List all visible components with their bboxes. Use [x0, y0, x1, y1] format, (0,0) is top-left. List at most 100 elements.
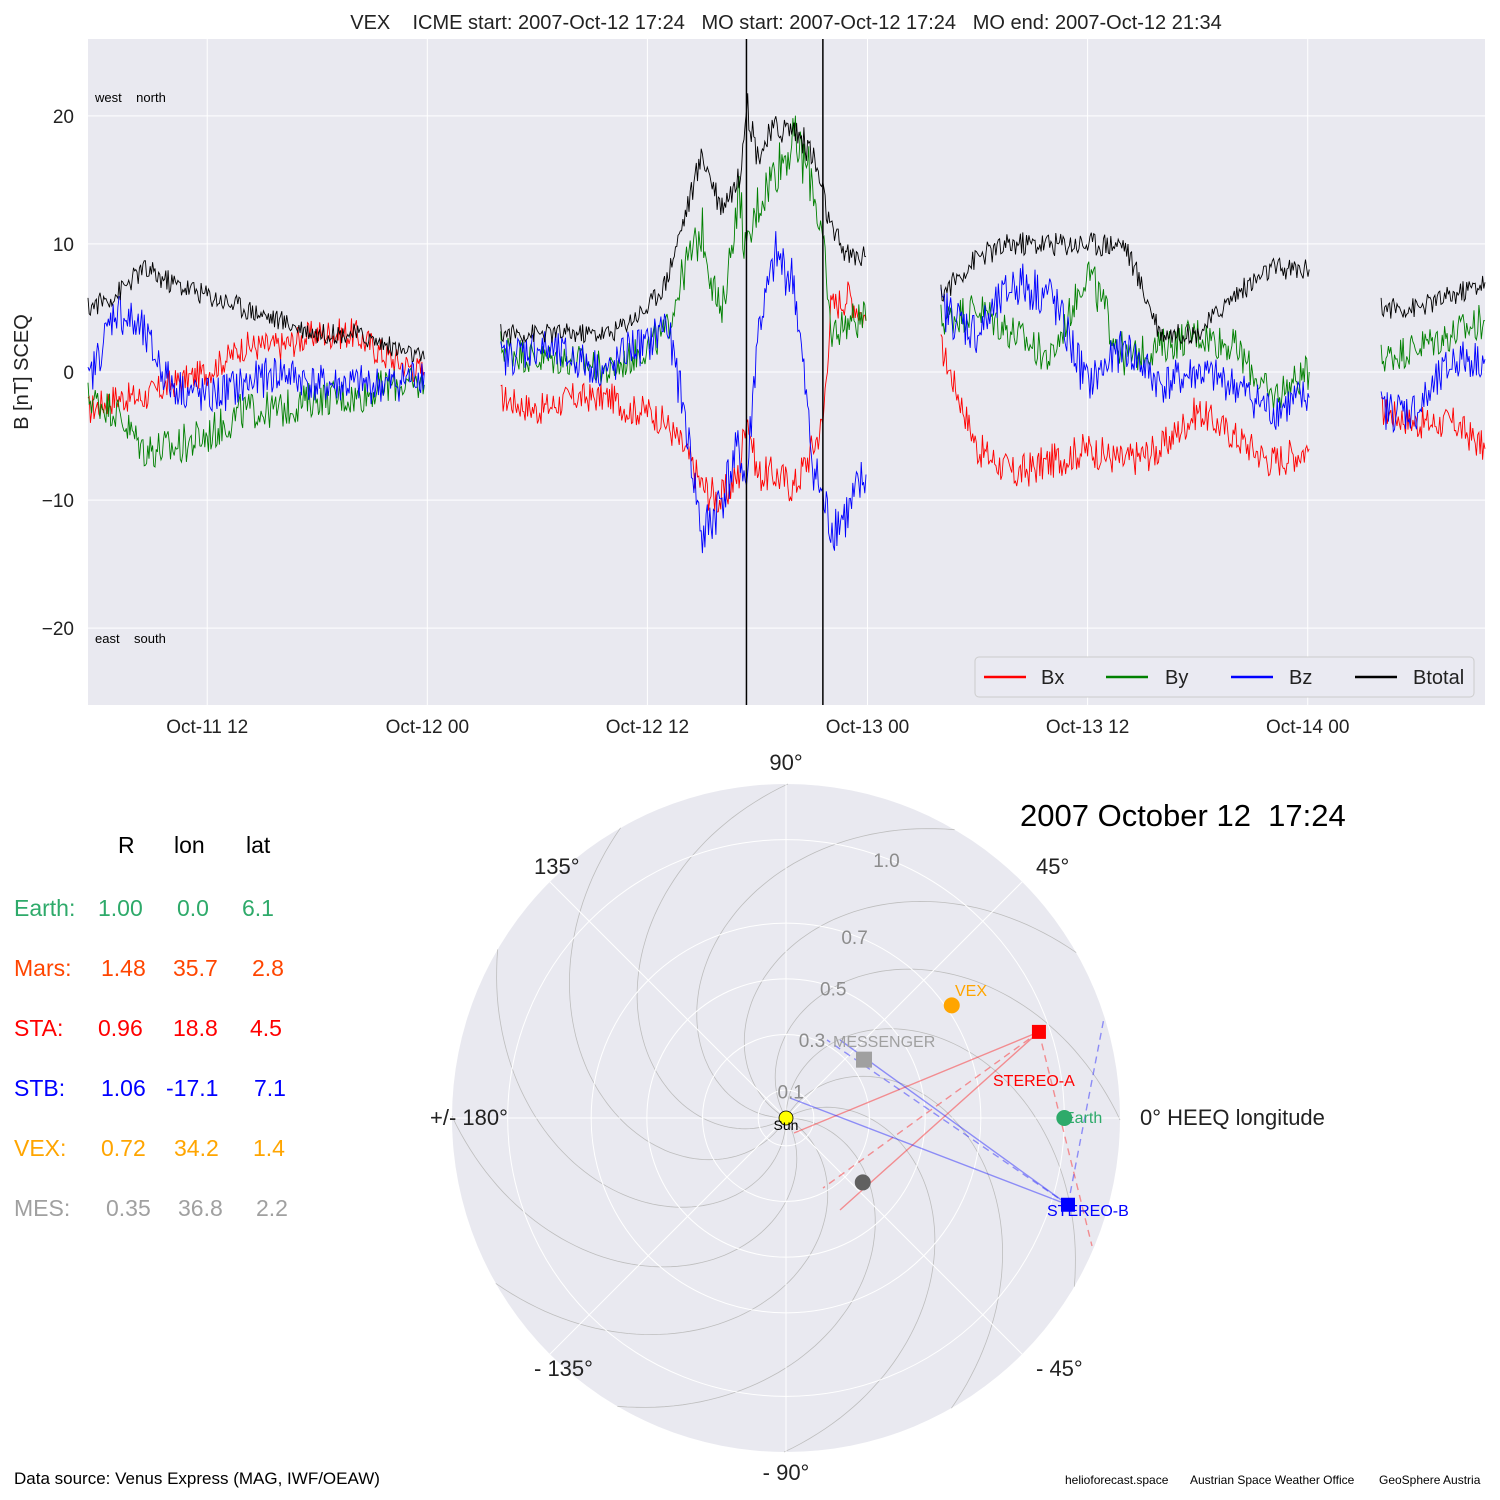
legend-label-btotal: Btotal	[1413, 667, 1464, 689]
series-line-by	[1380, 304, 1486, 372]
row-stb-name: STB:	[14, 1075, 66, 1101]
series-line-bz	[1380, 341, 1486, 434]
connection-line	[1067, 1017, 1105, 1205]
angle-label-minus90: - 90°	[763, 1460, 810, 1485]
series-line-bz	[940, 263, 1310, 430]
y-tick-label: −10	[42, 491, 74, 512]
legend-label-by: By	[1165, 667, 1188, 689]
credit-aswo: Austrian Space Weather Office	[1190, 1473, 1355, 1487]
x-tick-label: Oct-11 12	[166, 717, 248, 738]
row-sta-r: 0.96	[98, 1015, 143, 1041]
credit-helioforecast: helioforecast.space	[1065, 1473, 1169, 1487]
angle-label-minus45: - 45°	[1036, 1356, 1083, 1381]
series-line-btotal	[500, 93, 867, 344]
stereo-b-marker	[1060, 1197, 1075, 1212]
radial-tick-label: 0.1	[777, 1082, 803, 1103]
x-tick-label: Oct-13 00	[826, 717, 909, 738]
x-tick-labels: Oct-11 12 Oct-12 00 Oct-12 12 Oct-13 00 Oct-…	[166, 717, 1349, 738]
row-vex-r: 0.72	[101, 1135, 146, 1161]
table-header-lat: lat	[246, 832, 271, 858]
radial-tick-label: 0.3	[799, 1031, 825, 1052]
y-tick-label: 10	[53, 235, 74, 256]
row-mars-lon: 35.7	[173, 955, 218, 981]
angle-label-0: 0° HEEQ longitude	[1140, 1105, 1325, 1130]
stereo-a-marker	[1031, 1024, 1046, 1039]
connection-line	[793, 1031, 1040, 1134]
body-label-earth: Earth	[1064, 1110, 1102, 1127]
unlabeled-body-marker	[854, 1174, 871, 1191]
row-earth-name: Earth:	[14, 895, 76, 921]
angle-label-45: 45°	[1036, 854, 1069, 879]
angular-gridline	[785, 881, 1023, 1119]
y-tick-label: 0	[63, 363, 74, 384]
row-stb-r: 1.06	[101, 1075, 146, 1101]
y-tick-labels: −20 −10 0 10 20	[42, 107, 74, 640]
row-vex-name: VEX:	[14, 1135, 67, 1161]
y-tick-label: −20	[42, 619, 74, 640]
corner-label-east-south: east south	[95, 631, 166, 646]
angular-gridline	[785, 1117, 1023, 1355]
x-tick-label: Oct-13 12	[1046, 717, 1129, 738]
spacecraft-positions-polar-plot: 0.1 0.3 0.5 0.7 1.0 2007 October 12 17:24 0°…	[430, 750, 1346, 1485]
corner-label-west-north: west north	[94, 90, 166, 105]
angular-gridline	[549, 881, 787, 1119]
body-markers	[778, 997, 1075, 1212]
row-sta-lon: 18.8	[173, 1015, 218, 1041]
timeseries-title: VEX ICME start: 2007-Oct-12 17:24 MO sta…	[350, 12, 1222, 34]
radial-tick-labels: 0.1 0.3 0.5 0.7 1.0	[777, 851, 899, 1103]
series-line-by	[500, 115, 867, 385]
radial-tick-label: 0.7	[841, 928, 867, 949]
timeseries-lines	[87, 93, 1486, 554]
vex-marker	[943, 997, 960, 1014]
connection-line	[789, 1097, 1069, 1206]
body-label-vex: VEX	[955, 983, 987, 1000]
series-line-bx	[87, 318, 425, 423]
row-mars-r: 1.48	[101, 955, 146, 981]
row-earth-lon: 0.0	[177, 895, 209, 921]
legend-box	[974, 656, 1475, 698]
data-source-note: Data source: Venus Express (MAG, IWF/OEA…	[14, 1469, 380, 1488]
legend-label-bx: Bx	[1041, 667, 1064, 689]
row-stb-lon: -17.1	[166, 1075, 219, 1101]
y-tick-label: 20	[53, 107, 74, 128]
body-label-sun: Sun	[774, 1117, 799, 1133]
x-tick-label: Oct-12 12	[606, 717, 689, 738]
connection-line	[839, 1039, 1069, 1206]
x-tick-label: Oct-12 00	[386, 717, 469, 738]
series-line-bx	[1380, 396, 1486, 460]
row-sta-name: STA:	[14, 1015, 64, 1041]
body-label-stereo-a: STEREO-A	[993, 1073, 1075, 1090]
row-mes-lat: 2.2	[256, 1195, 288, 1221]
row-mes-name: MES:	[14, 1195, 71, 1221]
body-label-messenger: MESSENGER	[833, 1034, 935, 1051]
series-line-btotal	[1380, 275, 1486, 319]
body-label-stereo-b: STEREO-B	[1047, 1203, 1129, 1220]
angular-gridline	[549, 1117, 787, 1355]
row-vex-lat: 1.4	[253, 1135, 285, 1161]
timeseries-legend: Bx By Bz Btotal	[974, 656, 1475, 698]
series-line-btotal	[940, 232, 1310, 345]
row-mars-lat: 2.8	[252, 955, 284, 981]
series-line-bz	[500, 231, 867, 554]
series-line-bz	[87, 296, 425, 413]
series-line-by	[87, 367, 425, 468]
legend-label-bz: Bz	[1289, 667, 1312, 689]
x-tick-label: Oct-14 00	[1266, 717, 1349, 738]
connection-line	[1038, 1031, 1093, 1247]
radial-tick-label: 0.5	[820, 979, 846, 1000]
radial-tick-label: 1.0	[873, 851, 899, 872]
row-sta-lat: 4.5	[250, 1015, 282, 1041]
table-header-r: R	[118, 832, 135, 858]
connection-line	[822, 1031, 1040, 1189]
series-line-bx	[940, 334, 1310, 487]
y-axis-label: B [nT] SCEQ	[11, 314, 33, 430]
connection-line	[839, 1031, 1040, 1211]
angle-label-minus135: - 135°	[534, 1356, 593, 1381]
polar-date-title: 2007 October 12 17:24	[1020, 798, 1346, 833]
angle-label-90: 90°	[769, 750, 802, 775]
row-vex-lon: 34.2	[174, 1135, 219, 1161]
row-earth-r: 1.00	[98, 895, 143, 921]
row-stb-lat: 7.1	[254, 1075, 286, 1101]
